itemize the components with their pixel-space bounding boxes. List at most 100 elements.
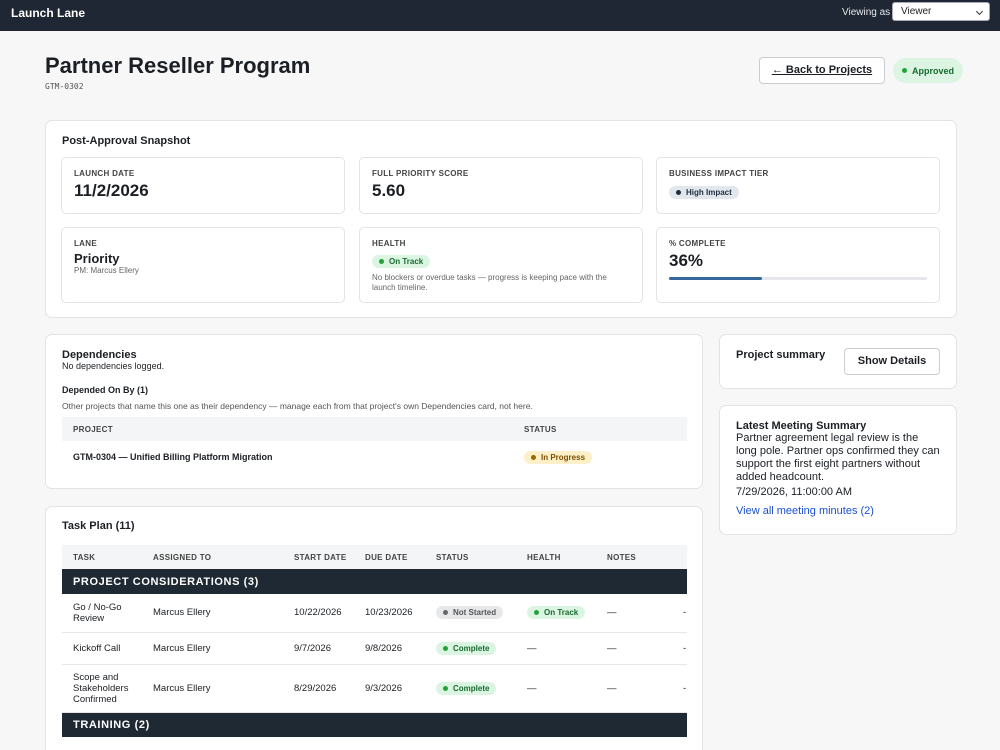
table-cell: Marcus Ellery: [153, 632, 294, 665]
tile-label: HEALTH: [372, 239, 406, 248]
badge: On Track: [372, 255, 431, 268]
column-header: [683, 545, 687, 569]
tile: LAUNCH DATE 11/2/2026: [61, 157, 345, 214]
task-row: Go / No-Go Review Marcus Ellery 10/22/2026…: [62, 594, 687, 633]
tile-badge: On Track: [372, 251, 630, 269]
badge-text: Approved: [912, 65, 955, 76]
tile-label: % COMPLETE: [669, 239, 726, 248]
table-cell: —: [607, 632, 683, 665]
table-cell: On Track: [527, 594, 607, 633]
minutes-link[interactable]: View all meeting minutes (2): [736, 505, 874, 517]
card-title: Task Plan (11): [62, 520, 135, 532]
tile: BUSINESS IMPACT TIER High Impact: [656, 157, 940, 214]
task-card: Task Plan (11) TASK ASSIGNED TO START DATE…: [45, 506, 703, 750]
badge-text: High Impact: [686, 188, 732, 197]
show-details-button[interactable]: Show Details: [844, 348, 940, 375]
back-button[interactable]: ← Back to Projects: [759, 57, 885, 84]
badge-text: Not Started: [453, 608, 497, 618]
task-table-wrap: TASK ASSIGNED TO START DATE DUE DATE STATUS H…: [62, 545, 687, 737]
column-header: STATUS: [436, 545, 527, 569]
role-select[interactable]: Viewer: [892, 2, 990, 21]
table-cell: 8/29/2026: [294, 664, 365, 713]
badge-dot: [443, 610, 448, 616]
tile-value: 5.60: [372, 181, 406, 200]
tile-label: FULL PRIORITY SCORE: [372, 169, 469, 178]
column-header: DUE DATE: [365, 545, 436, 569]
progress-fill: [669, 277, 762, 280]
table-cell: —: [527, 632, 607, 665]
empty-note: No dependencies logged.: [62, 361, 165, 371]
table-cell: -: [683, 594, 687, 633]
column-header: ASSIGNED TO: [153, 545, 294, 569]
badge-dot: [902, 68, 907, 73]
header-row: PROJECT STATUS: [62, 417, 687, 441]
card-title: Dependencies: [62, 349, 137, 361]
task-table: TASK ASSIGNED TO START DATE DUE DATE STATUS H…: [62, 545, 687, 737]
column-header: NOTES: [607, 545, 683, 569]
table-cell: 9/8/2026: [365, 632, 436, 665]
tile-value: 36%: [669, 251, 704, 270]
table-cell: Marcus Ellery: [153, 594, 294, 633]
table-cell: 9/7/2026: [294, 632, 365, 665]
badge-dot: [443, 645, 448, 651]
table-cell: Complete: [436, 664, 527, 713]
tile-label: BUSINESS IMPACT TIER: [669, 169, 769, 178]
tile-sub: No blockers or overdue tasks — progress …: [372, 273, 607, 292]
section-note: Other projects that name this one as the…: [62, 401, 533, 411]
column-header: STATUS: [513, 417, 687, 441]
tile: FULL PRIORITY SCORE 5.60: [359, 157, 643, 214]
badge-text: On Track: [544, 608, 579, 618]
tile-value: 11/2/2026: [74, 181, 149, 200]
table-cell: 9/3/2026: [365, 664, 436, 713]
meeting-card: Latest Meeting Summary Partner agreement…: [719, 405, 957, 535]
table-cell: Marcus Ellery: [153, 664, 294, 713]
snapshot-card: Post-Approval Snapshot LAUNCH DATE 11/2/…: [45, 120, 957, 318]
badge: On Track: [527, 606, 586, 620]
project-code: GTM-0302: [45, 82, 84, 91]
badge: Complete: [436, 681, 497, 695]
column-header: START DATE: [294, 545, 365, 569]
table-cell: Not Started: [436, 594, 527, 633]
card-title: Post-Approval Snapshot: [62, 135, 191, 147]
table-cell: GTM-0304 — Unified Billing Platform Migr…: [73, 452, 273, 462]
badge-dot: [676, 190, 681, 195]
project-title: Partner Reseller Program: [45, 53, 311, 78]
tile-label: LANE: [74, 239, 97, 248]
task-row: Kickoff Call Marcus Ellery 9/7/2026 9/8/202…: [62, 632, 687, 665]
tile: HEALTH On Track No blockers or overdue t…: [359, 227, 643, 303]
table-cell: Go / No-Go Review: [62, 594, 153, 633]
dependency-row: GTM-0304 — Unified Billing Platform Migr…: [62, 441, 687, 473]
badge-dot: [531, 454, 536, 460]
table-cell: -: [683, 632, 687, 665]
table-cell: 10/23/2026: [365, 594, 436, 633]
column-header: PROJECT: [62, 417, 513, 441]
badge: Complete: [436, 641, 497, 655]
section-title: Depended On By (1): [62, 385, 149, 395]
card-title: Latest Meeting Summary: [736, 420, 867, 432]
table-cell: Kickoff Call: [62, 632, 153, 665]
table-cell: Scope and Stakeholders Confirmed: [62, 664, 153, 713]
meeting-body: Partner agreement legal review is the lo…: [736, 432, 940, 483]
badge-text: In Progress: [541, 452, 586, 462]
table-cell: Complete: [436, 632, 527, 665]
status: Approved: [893, 58, 964, 83]
badge: In Progress: [524, 450, 593, 464]
badge: High Impact: [669, 186, 739, 199]
table-cell: 10/22/2026: [294, 594, 365, 633]
table-cell: —: [607, 664, 683, 713]
dependency-table: PROJECT STATUS GTM-0304 — Unified Billing …: [62, 417, 687, 473]
progress-track: [669, 277, 927, 280]
badge: Not Started: [436, 606, 504, 620]
table-cell: —: [527, 664, 607, 713]
tile-label: LAUNCH DATE: [74, 169, 135, 178]
table-cell: —: [607, 594, 683, 633]
badge-dot: [534, 610, 539, 616]
badge-dot: [379, 259, 384, 264]
group-name: PROJECT CONSIDERATIONS (3): [62, 569, 687, 594]
group-row: TRAINING (2): [62, 712, 687, 737]
group-row: PROJECT CONSIDERATIONS (3): [62, 569, 687, 594]
dependencies-card: Dependencies No dependencies logged. Dep…: [45, 334, 703, 489]
badge-text: On Track: [389, 257, 424, 266]
table-cell: -: [683, 664, 687, 713]
